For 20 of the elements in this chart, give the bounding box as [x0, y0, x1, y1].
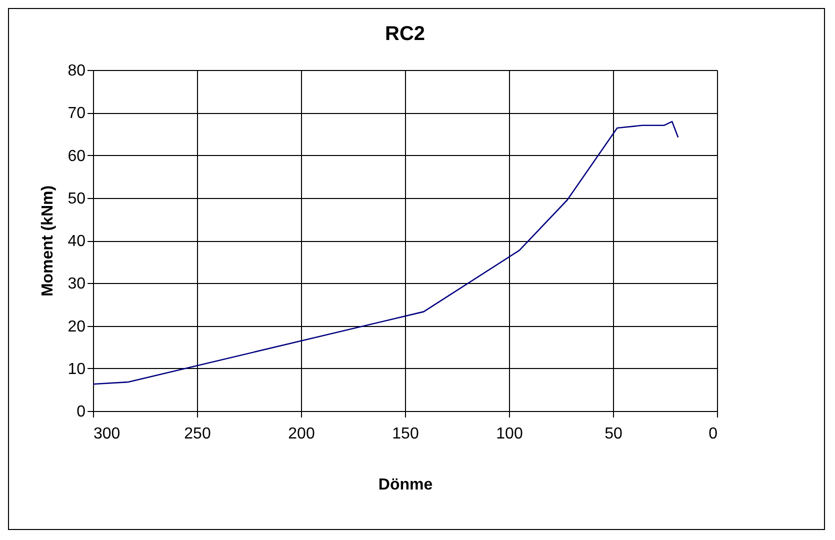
x-tick-label: 50 — [604, 426, 622, 442]
x-tick-label: 200 — [288, 426, 315, 442]
y-tick-label: 60 — [68, 148, 86, 165]
y-axis-title: Moment (kNm) — [40, 185, 57, 297]
chart-title: RC2 — [384, 23, 426, 45]
y-tick-label: 0 — [76, 404, 86, 420]
x-tick-label: 300 — [94, 426, 120, 442]
y-tick-label: 80 — [68, 62, 86, 80]
y-tick-label: 10 — [68, 360, 86, 378]
y-tick-label: 70 — [68, 105, 86, 122]
y-tick-label: 40 — [68, 233, 86, 250]
x-tick-label: 100 — [496, 426, 523, 442]
y-tick-label: 30 — [68, 276, 86, 293]
x-tick-label: 0 — [708, 426, 718, 442]
x-axis-title: Dönme — [378, 476, 433, 494]
x-tick-label: 250 — [184, 426, 211, 442]
y-tick-label: 20 — [68, 318, 86, 336]
line-series — [93, 120, 679, 385]
x-tick-label: 150 — [392, 426, 419, 442]
y-tick-label: 50 — [68, 190, 86, 208]
